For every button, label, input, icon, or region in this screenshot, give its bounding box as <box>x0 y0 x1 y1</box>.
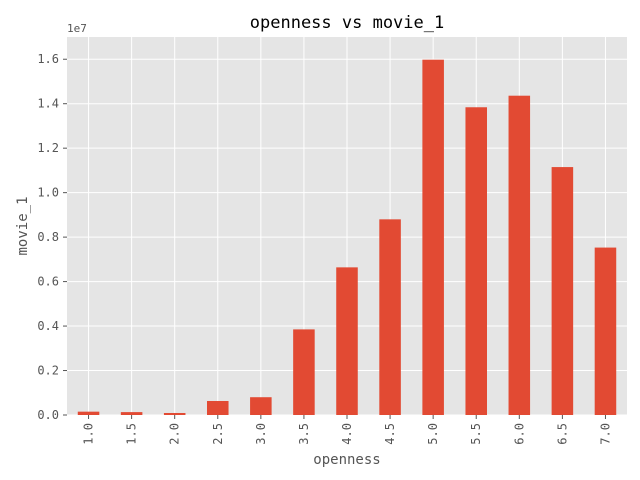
y-tick-label: 1.2 <box>37 141 59 155</box>
chart-title: openness vs movie_1 <box>250 13 444 33</box>
y-tick-label: 1.0 <box>37 186 59 200</box>
y-tick-label: 1.4 <box>37 97 59 111</box>
y-tick-label: 0.0 <box>37 408 59 422</box>
x-tick-label: 2.0 <box>168 423 182 445</box>
y-tick-label: 0.4 <box>37 319 59 333</box>
bar-1.0 <box>77 411 100 415</box>
bar-1.5 <box>120 412 143 415</box>
x-tick-label: 6.0 <box>512 423 526 445</box>
bar-4.0 <box>336 267 358 415</box>
x-axis-label: openness <box>313 452 380 468</box>
bar-6.5 <box>551 167 574 415</box>
y-tick-label: 0.8 <box>37 230 59 244</box>
x-tick-label: 7.0 <box>598 423 612 445</box>
y-axis-label: movie_1 <box>15 196 31 255</box>
bars <box>77 59 617 416</box>
bar-5.5 <box>465 107 487 416</box>
bar-3.5 <box>293 329 315 415</box>
bar-7.0 <box>594 247 617 415</box>
x-tick-label: 3.0 <box>254 423 268 445</box>
x-tick-label: 1.0 <box>82 423 96 445</box>
x-tick-label: 2.5 <box>211 423 225 445</box>
bar-2.5 <box>207 400 229 415</box>
x-tick-label: 5.5 <box>469 423 483 445</box>
bar-5.0 <box>422 59 444 416</box>
x-tick-label: 4.0 <box>340 423 354 445</box>
x-tick-label: 6.5 <box>555 423 569 445</box>
x-tick-label: 4.5 <box>383 423 397 445</box>
x-tick-label: 3.5 <box>297 423 311 445</box>
bar-4.5 <box>379 219 401 415</box>
y-tick-label: 0.6 <box>37 275 59 289</box>
y-tick-label: 1.6 <box>37 52 59 66</box>
bar-2.0 <box>163 412 186 415</box>
y-ticks: 0.0 0.2 0.4 0.6 0.8 1.0 1.2 1.4 1.6 <box>37 52 67 422</box>
y-offset-label: 1e7 <box>67 22 87 35</box>
x-tick-label: 1.5 <box>125 423 139 445</box>
x-ticks: 1.0 1.5 2.0 2.5 3.0 3.5 4.0 4.5 5.0 5.5 6.0 6.5 7.0 <box>82 415 612 445</box>
bar-3.0 <box>250 397 272 415</box>
bar-6.0 <box>508 95 531 416</box>
y-tick-label: 0.2 <box>37 364 59 378</box>
x-tick-label: 5.0 <box>426 423 440 445</box>
